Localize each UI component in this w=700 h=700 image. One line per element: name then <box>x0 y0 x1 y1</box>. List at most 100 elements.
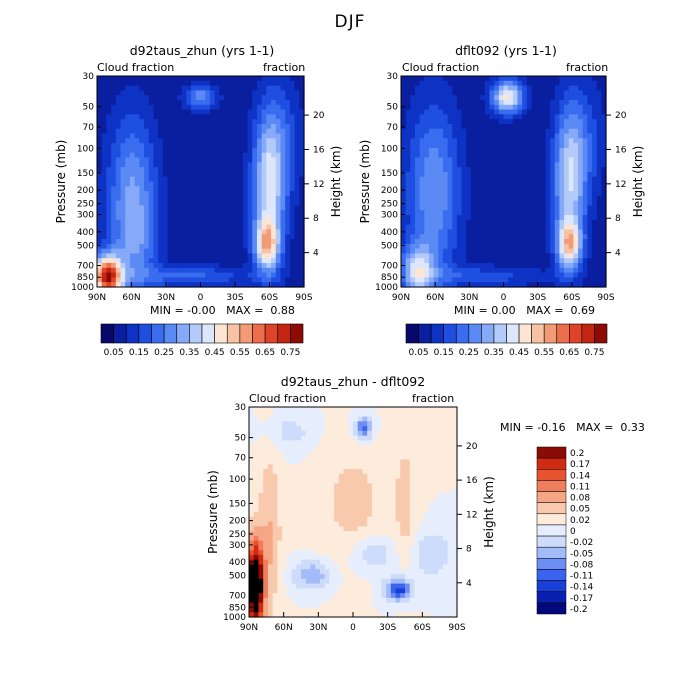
panel2-heatmap-cell <box>410 282 416 288</box>
panel1-heatmap-cell <box>261 171 267 178</box>
panel2-heatmap-cell <box>484 243 491 250</box>
panel3-heatmap-cell <box>353 473 359 480</box>
panel1-heatmap-cell <box>120 99 126 106</box>
panel3-heatmap-cell <box>277 445 283 451</box>
panel2-heatmap-cell <box>536 243 542 250</box>
panel1-heatmap-cell <box>200 195 206 202</box>
panel3-heatmap-cell <box>286 440 293 446</box>
panel2-heatmap-cell <box>470 243 477 250</box>
panel2-heatmap-cell <box>489 181 495 187</box>
panel3-heatmap-cell <box>249 488 255 494</box>
panel2-heatmap-cell <box>531 114 537 120</box>
panel3-heatmap-cell <box>386 426 392 432</box>
panel2-heatmap-cell <box>517 234 523 240</box>
panel1-heatmap-cell <box>247 123 253 130</box>
panel3-heatmap-cell <box>348 478 354 484</box>
panel2-heatmap-y2tick-label: 20 <box>615 111 627 121</box>
panel2-heatmap-cell <box>461 267 467 274</box>
panel2-heatmap-cell <box>456 277 463 283</box>
panel2-heatmap-cell <box>550 229 556 235</box>
panel3-heatmap-cell <box>367 478 373 484</box>
panel1-heatmap-cell <box>158 138 164 144</box>
panel2-heatmap-cell <box>596 191 602 197</box>
panel2-heatmap-cell <box>564 90 570 96</box>
panel1-heatmap-cell <box>247 138 253 144</box>
panel1-heatmap-cell <box>256 138 263 144</box>
panel2-heatmap-cell <box>545 162 551 168</box>
panel1-heatmap-cell <box>120 282 126 288</box>
panel2-heatmap-cell <box>456 253 463 259</box>
panel1-heatmap-cell <box>214 147 220 154</box>
panel2-heatmap-cell <box>475 176 481 183</box>
panel3-heatmap-cell <box>343 421 349 427</box>
panel2-heatmap-cell <box>512 248 519 255</box>
panel2-heatmap-cell <box>545 171 551 178</box>
panel2-heatmap-cell <box>480 171 486 178</box>
panel2-heatmap-cell <box>554 138 561 144</box>
panel2-heatmap-cell <box>410 85 416 91</box>
panel1-heatmap-cell <box>261 239 267 245</box>
panel2-heatmap-cell <box>461 114 467 120</box>
panel2-heatmap-cell <box>424 195 430 202</box>
panel1-heatmap-cell <box>148 195 155 202</box>
panel3-heatmap-cell <box>423 483 430 489</box>
panel2-heatmap-cell <box>480 210 486 216</box>
panel2-heatmap-cell <box>592 109 598 115</box>
panel2-heatmap-cell <box>484 181 491 187</box>
panel1-heatmap-cell <box>158 210 164 216</box>
panel1-heatmap-cell <box>139 176 145 183</box>
panel1-heatmap-cell <box>144 171 150 178</box>
panel3-heatmap-cell <box>343 445 349 451</box>
panel1-heatmap-cell <box>181 205 187 211</box>
panel2-heatmap-cell <box>424 157 430 163</box>
panel3-heatmap-cell <box>319 449 326 456</box>
panel2-heatmap-cell <box>428 143 435 149</box>
panel2-heatmap-cell <box>414 90 421 96</box>
panel2-heatmap-cell <box>568 123 574 130</box>
panel3-heatmap-cell <box>324 411 330 418</box>
panel1-heatmap-cell <box>242 215 249 221</box>
panel1-heatmap-cell <box>228 109 235 115</box>
panel3-heatmap-cell <box>395 426 401 432</box>
panel2-heatmap-cell <box>559 171 565 178</box>
panel2-heatmap-cell <box>508 76 514 82</box>
panel1-heatmap-cell <box>120 186 126 192</box>
panel3-heatmap-cell <box>409 449 416 456</box>
panel2-heatmap-cell <box>414 277 421 283</box>
panel1-heatmap-cell <box>285 239 291 245</box>
panel3-heatmap-cell <box>348 502 354 508</box>
panel2-heatmap-cell <box>559 181 565 187</box>
panel1-heatmap-cell <box>219 234 225 240</box>
panel3-heatmap-cell <box>362 512 368 518</box>
panel2-heatmap-cell <box>484 229 491 235</box>
panel2-heatmap-cell <box>433 80 439 87</box>
panel2-heatmap-cell <box>503 95 509 101</box>
panel1-heatmap-cell <box>195 277 202 283</box>
panel1-heatmap-cell <box>228 181 235 187</box>
panel1-heatmap-cell <box>219 76 225 82</box>
panel1-heatmap-cell <box>266 143 272 149</box>
panel1-heatmap-cell <box>139 104 145 111</box>
panel2-heatmap-cell <box>442 258 449 264</box>
panel1-heatmap-cell <box>271 282 277 288</box>
panel2-heatmap-cell <box>508 152 514 159</box>
panel2-heatmap-cell <box>512 277 519 283</box>
panel2-heatmap-cell <box>601 109 607 115</box>
panel1-heatmap-cell <box>186 176 192 183</box>
panel3-heatmap-cell <box>296 464 302 470</box>
panel1-heatmap-cell <box>224 80 230 87</box>
panel2-heatmap-cell <box>601 138 607 144</box>
panel3-heatmap-cell <box>258 512 264 518</box>
panel1-heatmap-cell <box>256 119 263 125</box>
panel1-heatmap-cell <box>134 123 140 130</box>
panel1-heatmap-cell <box>176 243 183 250</box>
panel1-heatmap-cell <box>158 200 164 207</box>
panel1-heatmap-cell <box>252 95 258 101</box>
panel3-heatmap-cell <box>395 435 401 442</box>
panel1-heatmap-cell <box>176 133 183 139</box>
panel1-heatmap-cell <box>247 162 253 168</box>
panel1-heatmap-cell <box>148 104 155 111</box>
panel1-heatmap-cell <box>261 186 267 192</box>
panel3-heatmap-cell <box>272 478 278 484</box>
panel3-heatmap-cell <box>428 407 434 413</box>
